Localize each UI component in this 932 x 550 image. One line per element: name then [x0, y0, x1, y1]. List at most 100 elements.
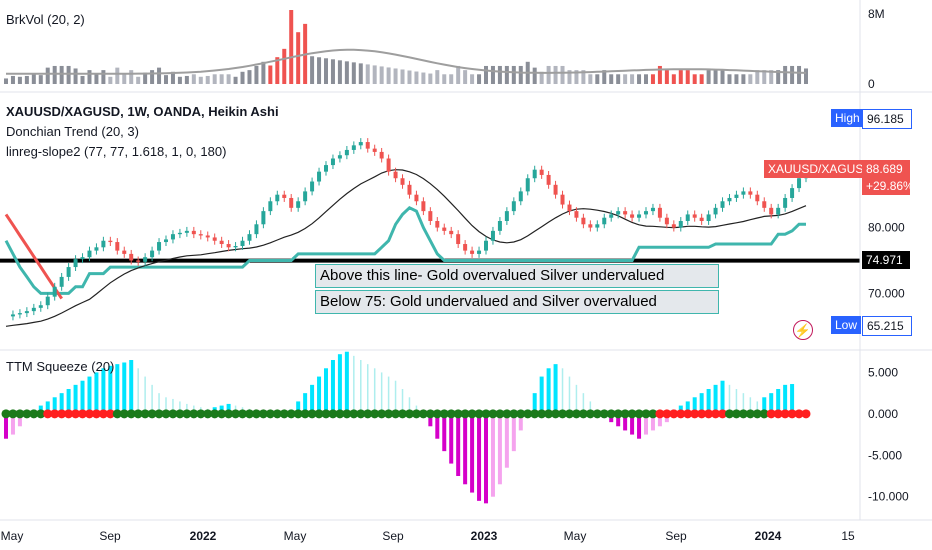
squeeze-dot: [690, 409, 700, 419]
squeeze-dot: [36, 409, 46, 419]
momentum-bar: [790, 384, 795, 414]
squeeze-dot: [203, 409, 213, 419]
squeeze-dot: [564, 409, 574, 419]
candle-body: [616, 211, 621, 215]
squeeze-dot: [328, 409, 338, 419]
candle-body: [623, 211, 628, 215]
squeeze-dot: [446, 409, 456, 419]
candle-body: [184, 230, 189, 233]
volume-bar: [66, 65, 71, 84]
squeeze-dot: [279, 409, 289, 419]
candle-body: [240, 240, 245, 246]
momentum-bar: [337, 354, 342, 414]
volume-bar: [365, 64, 370, 84]
squeeze-dot: [648, 409, 658, 419]
lightning-bolt-icon[interactable]: ⚡: [793, 320, 813, 340]
candle-body: [108, 240, 113, 243]
squeeze-dot: [133, 409, 143, 419]
volume-bar: [226, 74, 231, 84]
candle-body: [421, 201, 426, 212]
squeeze-dot: [655, 409, 665, 419]
volume-bar: [553, 65, 558, 84]
squeeze-dot: [627, 409, 637, 419]
squeeze-dot: [57, 409, 67, 419]
volume-bar: [94, 74, 99, 84]
candle-body: [699, 217, 704, 221]
candle-body: [414, 194, 419, 202]
volume-bar: [463, 70, 468, 84]
price-axis-tick: 70.000: [868, 286, 905, 300]
momentum-bar: [165, 397, 167, 414]
candle-body: [428, 211, 433, 221]
squeeze-dot: [84, 409, 94, 419]
candle-body: [456, 234, 461, 245]
ttm-panel: [1, 351, 811, 504]
candle-body: [748, 191, 753, 195]
annotation-below[interactable]: Below 75: Gold undervalued and Silver ov…: [315, 290, 719, 314]
candle-body: [769, 207, 774, 215]
donchian-trend-down-line: [4, 213, 63, 300]
volume-bar: [275, 57, 280, 84]
candle-body: [268, 201, 273, 212]
candle-body: [797, 178, 802, 189]
candle-body: [157, 242, 162, 251]
squeeze-dot: [676, 409, 686, 419]
volume-bar: [386, 67, 391, 84]
price-axis-tick: 80.000: [868, 221, 905, 235]
squeeze-dot: [641, 409, 651, 419]
candle-body: [94, 247, 99, 251]
squeeze-dot: [669, 409, 679, 419]
squeeze-dot: [488, 409, 498, 419]
squeeze-dot: [175, 409, 185, 419]
squeeze-dot: [391, 409, 401, 419]
momentum-bar: [52, 397, 57, 414]
annotation-above[interactable]: Above this line- Gold overvalued Silver …: [315, 264, 719, 288]
candle-body: [664, 217, 669, 225]
candle-body: [10, 314, 15, 317]
momentum-bar: [296, 401, 301, 414]
momentum-bar: [10, 413, 15, 435]
volume-bar: [518, 65, 523, 84]
momentum-bar: [387, 376, 390, 414]
squeeze-dot: [300, 409, 310, 419]
squeeze-dot: [599, 409, 609, 419]
volume-bar: [609, 74, 614, 84]
momentum-bar: [511, 413, 516, 452]
volume-bar: [671, 74, 676, 84]
candle-body: [692, 214, 697, 218]
squeeze-dot: [398, 409, 408, 419]
squeeze-dot: [307, 409, 317, 419]
ttm-title[interactable]: TTM Squeeze (20): [6, 359, 115, 374]
change-tag: +29.86%: [862, 177, 914, 195]
symbol-title[interactable]: XAUUSD/XAGUSD, 1W, OANDA, Heikin Ashi: [6, 104, 279, 119]
candle-body: [477, 250, 482, 254]
x-axis-tick: May: [284, 529, 307, 543]
squeeze-dot: [634, 409, 644, 419]
brkvol-title[interactable]: BrkVol (20, 2): [6, 12, 85, 27]
squeeze-dot: [182, 409, 192, 419]
candle-body: [762, 201, 767, 208]
momentum-bar: [518, 413, 523, 431]
volume-bar: [414, 71, 419, 84]
squeeze-dot: [711, 409, 721, 419]
squeeze-dot: [112, 409, 122, 419]
x-axis-tick: 15: [841, 529, 855, 543]
linreg-title[interactable]: linreg-slope2 (77, 77, 1.618, 1, 0, 180): [6, 144, 227, 159]
squeeze-dot: [662, 409, 672, 419]
squeeze-dot: [265, 409, 275, 419]
volume-bar: [233, 76, 238, 84]
volume-bar: [602, 70, 607, 84]
volume-bar: [762, 70, 767, 84]
momentum-bar: [101, 368, 106, 414]
volume-bar: [330, 59, 335, 84]
candle-body: [254, 224, 259, 235]
squeeze-dot: [425, 409, 435, 419]
momentum-bar: [401, 389, 404, 414]
x-axis-tick: 2024: [755, 529, 782, 543]
squeeze-dot: [523, 409, 533, 419]
momentum-bar: [129, 360, 134, 414]
ttm-axis-tick: 5.000: [868, 365, 898, 379]
donchian-title[interactable]: Donchian Trend (20, 3): [6, 124, 139, 139]
volume-bar: [268, 65, 273, 84]
